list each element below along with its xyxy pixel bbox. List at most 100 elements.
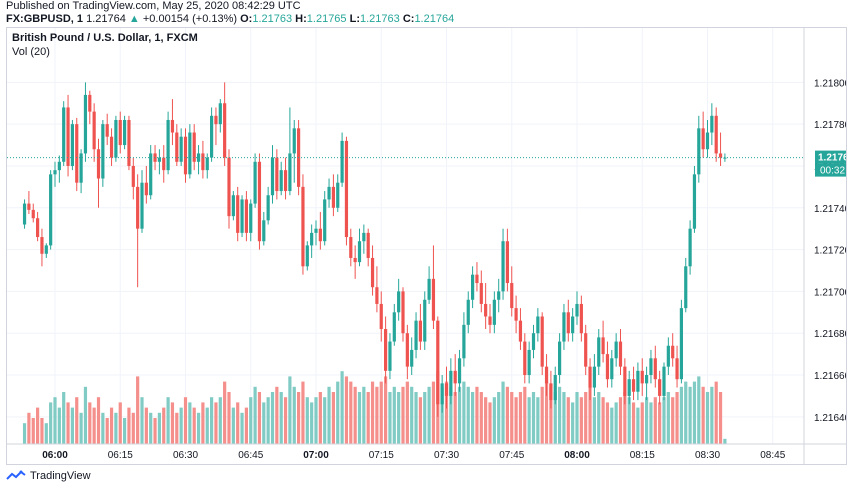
candle-body	[249, 203, 253, 233]
candle-body	[101, 124, 105, 179]
candlestick-chart[interactable]: 1.218001.217801.217601.217401.217201.217…	[7, 28, 847, 465]
volume-bar	[166, 397, 170, 444]
candle-body	[388, 341, 392, 371]
time-tick-label: 08:30	[695, 450, 720, 461]
volume-bar	[479, 392, 483, 444]
volume-bar	[523, 386, 527, 444]
volume-bar	[631, 402, 636, 444]
candle-body	[471, 274, 475, 300]
candle-body	[714, 115, 718, 154]
volume-bar	[101, 412, 105, 444]
volume-bar	[636, 407, 640, 444]
volume-bar	[405, 381, 409, 444]
candle-body	[444, 383, 449, 396]
symbol-status-line: FX:GBPUSD, 1 1.21764 ▲ +0.00154 (+0.13%)…	[6, 13, 454, 25]
volume-bar	[105, 418, 109, 444]
chart-frame[interactable]: 1.218001.217801.217601.217401.217201.217…	[6, 27, 847, 465]
candle-body	[710, 115, 714, 133]
candle-body	[340, 140, 344, 183]
volume-bar	[236, 402, 240, 444]
volume-bar	[688, 386, 692, 444]
candle-body	[679, 308, 683, 380]
volume-bar	[253, 386, 257, 444]
high-label: H:	[295, 13, 307, 25]
candle-body	[427, 278, 431, 300]
time-axis: 06:00 06:15 06:30 06:45 07:00 07:15 07:30 07:45…	[42, 450, 785, 461]
volume-bar	[653, 397, 657, 444]
candle-body	[575, 303, 579, 317]
volume-bar	[218, 397, 222, 444]
candle-body	[457, 358, 462, 384]
volume-bar	[266, 397, 270, 444]
candle-body	[344, 140, 349, 238]
volume-bar	[575, 392, 579, 444]
volume-bar	[170, 402, 175, 444]
candle-body	[131, 165, 135, 187]
volume-bar	[588, 386, 592, 444]
volume-bars	[22, 371, 727, 444]
footer-brand: TradingView	[30, 470, 91, 482]
volume-bar	[379, 381, 383, 444]
candle-body	[192, 132, 196, 162]
candle-body	[244, 199, 248, 233]
volume-bar	[684, 381, 688, 444]
volume-bar	[114, 412, 118, 444]
volume-bar	[697, 376, 701, 444]
candle-body	[662, 366, 666, 396]
candle-body	[553, 375, 557, 401]
symbol-label: FX:GBPUSD, 1	[6, 13, 84, 25]
volume-bar	[292, 386, 296, 444]
volume-bar	[397, 392, 401, 444]
volume-bar	[179, 407, 183, 444]
candle-body	[227, 157, 231, 217]
volume-bar	[457, 386, 462, 444]
volume-bar	[92, 407, 96, 444]
time-tick-label: 07:45	[499, 450, 524, 461]
candle-body	[83, 94, 88, 154]
price-badge-value: 1.21764	[818, 153, 847, 164]
candle-body	[405, 333, 409, 367]
volume-bar	[366, 392, 370, 444]
candle-body	[123, 119, 127, 146]
candle-body	[431, 278, 436, 321]
volume-bar	[475, 386, 479, 444]
candle-body	[610, 358, 614, 380]
volume-bar	[384, 376, 388, 444]
tradingview-logo-icon	[6, 470, 26, 480]
volume-bar	[718, 392, 723, 444]
volume-bar	[666, 392, 670, 444]
candle-body	[127, 119, 131, 166]
price-tick-label: 1.21780	[814, 120, 847, 131]
volume-bar	[370, 381, 375, 444]
volume-bar	[423, 392, 427, 444]
candle-body	[183, 136, 188, 175]
candle-body	[270, 157, 275, 196]
volume-bar	[618, 397, 623, 444]
candle-body	[279, 170, 283, 192]
volume-bar	[692, 381, 697, 444]
chart-legend-title: British Pound / U.S. Dollar, 1, FXCM	[12, 32, 198, 44]
candle-body	[196, 153, 201, 162]
volume-bar	[592, 397, 596, 444]
high-value: 1.21765	[306, 13, 347, 25]
candle-body	[697, 128, 701, 175]
countdown-value: 00:32	[820, 166, 845, 177]
candle-body	[210, 115, 214, 158]
footer: TradingView	[6, 468, 91, 484]
candle-body	[379, 303, 383, 330]
last-price: 1.21764	[86, 13, 126, 25]
volume-bar	[492, 397, 496, 444]
volume-bar	[701, 386, 705, 444]
volume-bar	[49, 402, 53, 444]
volume-bar	[75, 397, 79, 444]
candle-body	[475, 274, 479, 284]
volume-bar	[231, 407, 235, 444]
candle-body	[536, 316, 540, 334]
volume-bar	[723, 438, 727, 444]
volume-bar	[297, 392, 301, 444]
volume-bar	[549, 386, 553, 444]
volume-bar	[270, 392, 275, 444]
candle-body	[275, 157, 279, 192]
candle-body	[658, 379, 662, 396]
candle-body	[397, 291, 401, 313]
